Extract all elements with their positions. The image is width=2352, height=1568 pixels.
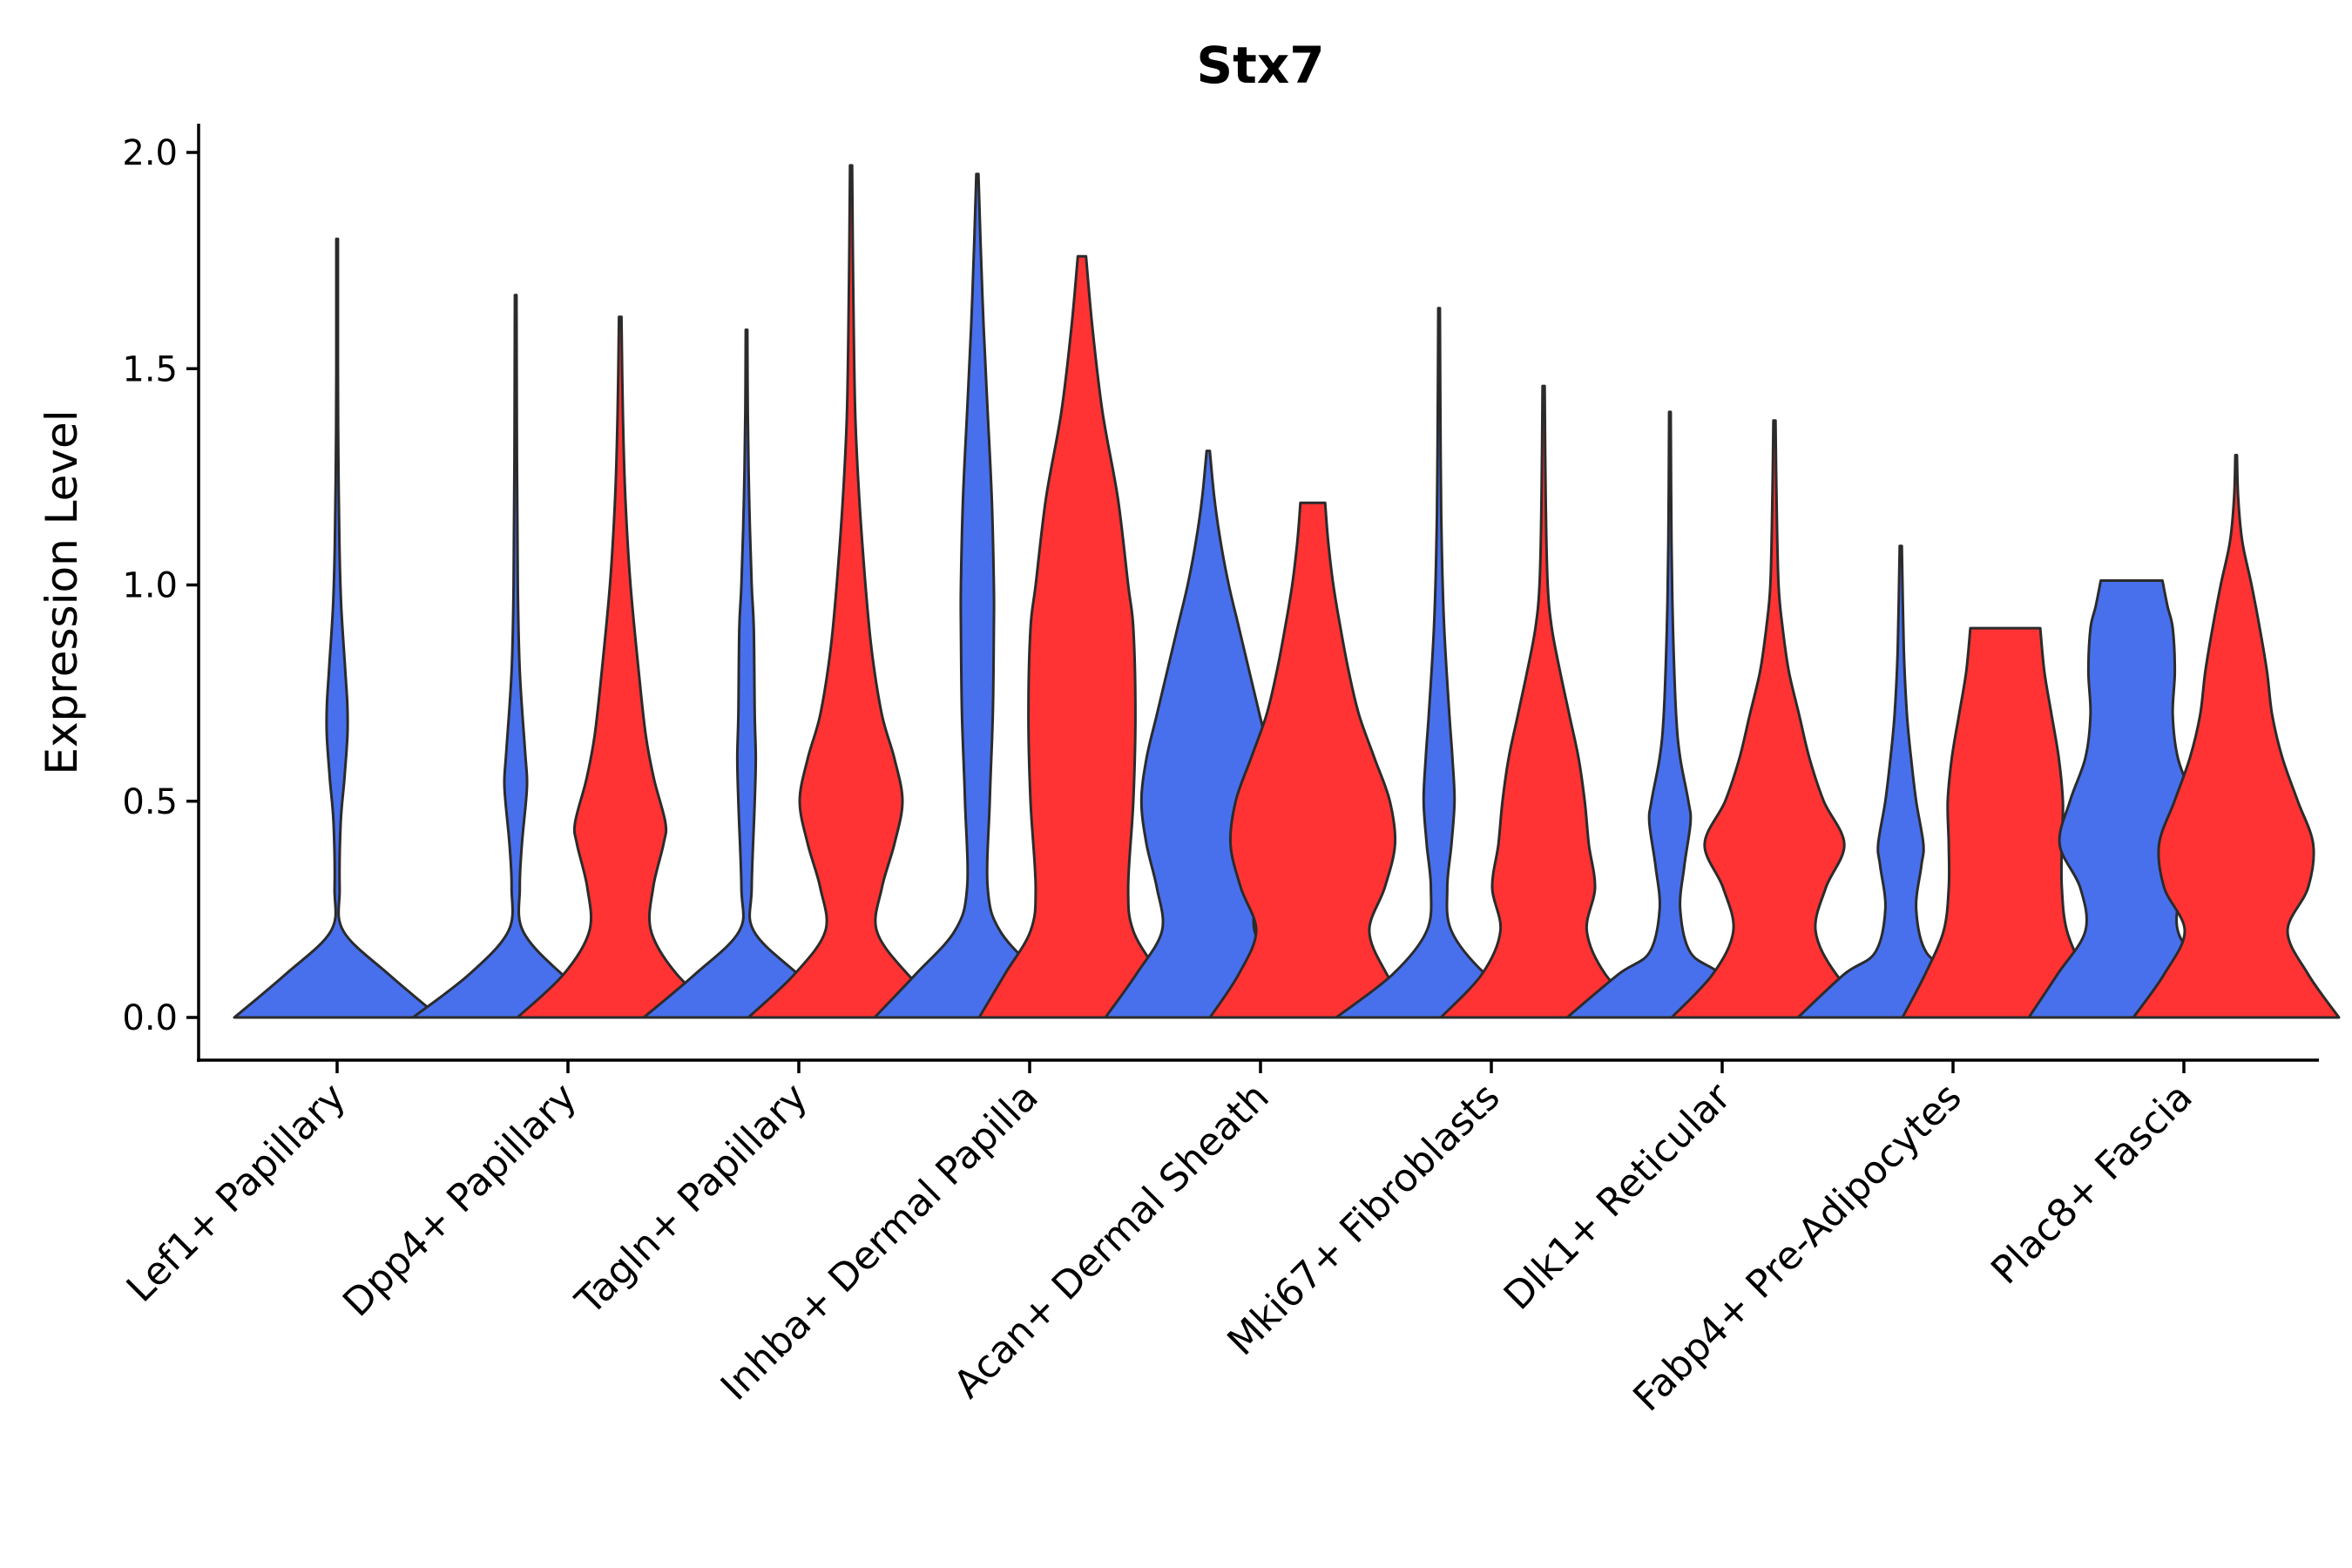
violin-dlk1-reticular-red: [1670, 419, 1879, 1019]
violin-dlk1-reticular-blue: [1565, 410, 1774, 1019]
y-tick-label: 1.0: [122, 566, 178, 606]
violin-lef1-papillary-blue: [233, 237, 442, 1019]
y-tick-label: 0.5: [122, 782, 178, 822]
violin-dpp4-papillary-blue: [411, 294, 620, 1019]
y-tick-label: 1.5: [122, 349, 178, 389]
violin-dpp4-papillary-red: [516, 315, 725, 1019]
violin-plac8-fascia-red: [2132, 454, 2341, 1019]
y-tick-label: 0.0: [122, 998, 178, 1038]
violin-inhba-dermal-papilla-red: [977, 254, 1186, 1019]
axes: [197, 124, 2319, 1062]
violin-inhba-dermal-papilla-blue: [873, 172, 1082, 1019]
x-tick-label-dpp4-papillary: Dpp4+ Papillary: [335, 1075, 585, 1326]
violin-layer: [233, 164, 2341, 1019]
x-tick-label-lef1-papillary: Lef1+ Papillary: [118, 1075, 355, 1311]
violin-tagln-papillary-red: [747, 164, 956, 1019]
x-tick-label-tagln-papillary: Tagln+ Papillary: [567, 1075, 816, 1324]
violin-mki67-fibroblasts-red: [1439, 384, 1648, 1019]
chart-title: Stx7: [1196, 36, 1324, 95]
violin-acan-dermal-sheath-red: [1208, 501, 1417, 1019]
y-axis-title: Expression Level: [37, 409, 87, 774]
y-tick-label: 2.0: [122, 133, 178, 173]
x-tick-label-plac8-fascia: Plac8+ Fascia: [1983, 1075, 2201, 1294]
y-ticks: 0.0 0.5 1.0 1.5 2.0: [122, 133, 199, 1038]
violin-fabp4-pre-adipocytes-blue: [1796, 544, 2005, 1019]
violin-tagln-papillary-blue: [642, 328, 851, 1019]
violin-fabp4-pre-adipocytes-red: [1901, 626, 2110, 1019]
violin-mki67-fibroblasts-blue: [1335, 307, 1544, 1019]
x-tick-label-dlk1-reticular: Dlk1+ Reticular: [1496, 1074, 1740, 1319]
